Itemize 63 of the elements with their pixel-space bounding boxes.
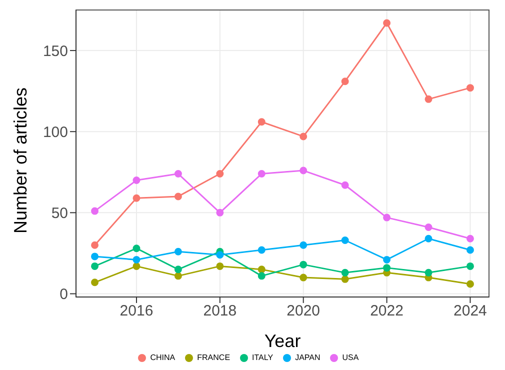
point <box>91 207 99 215</box>
legend-label: USA <box>342 353 359 362</box>
point <box>216 170 224 178</box>
point <box>300 274 308 282</box>
point <box>132 176 140 184</box>
point <box>424 224 432 232</box>
point <box>258 118 266 126</box>
point <box>132 256 140 264</box>
point <box>466 84 474 92</box>
point <box>424 268 432 276</box>
point <box>216 208 224 216</box>
point <box>132 194 140 202</box>
point <box>341 236 349 244</box>
point <box>258 170 266 178</box>
x-axis-title: Year <box>264 331 301 351</box>
point <box>341 275 349 283</box>
x-tick-label: 2024 <box>454 302 487 320</box>
y-tick-label: 150 <box>42 42 68 60</box>
point <box>383 214 391 222</box>
legend-label: CHINA <box>150 353 176 362</box>
point <box>91 262 99 270</box>
x-tick-label: 2020 <box>286 302 320 320</box>
point <box>424 234 432 242</box>
point <box>258 266 266 274</box>
point <box>174 192 182 200</box>
point <box>258 272 266 280</box>
point <box>300 166 308 174</box>
point <box>466 234 474 242</box>
y-tick-label: 100 <box>42 124 68 141</box>
y-tick-label: 50 <box>51 205 68 222</box>
point <box>132 244 140 252</box>
point <box>91 252 99 260</box>
point <box>300 241 308 249</box>
point <box>466 262 474 270</box>
point <box>466 246 474 254</box>
point <box>216 262 224 270</box>
point <box>258 246 266 254</box>
point <box>341 268 349 276</box>
point <box>383 264 391 272</box>
point <box>300 132 308 140</box>
point <box>174 266 182 274</box>
legend-label: ITALY <box>252 353 274 362</box>
x-tick-label: 2018 <box>203 302 237 320</box>
point <box>341 78 349 86</box>
point <box>174 248 182 256</box>
y-tick-label: 0 <box>60 286 68 304</box>
point <box>91 278 99 286</box>
point <box>174 272 182 280</box>
point <box>91 241 99 249</box>
point <box>341 181 349 189</box>
point <box>300 260 308 268</box>
legend-label: JAPAN <box>295 353 320 362</box>
point <box>174 170 182 178</box>
legend-label: FRANCE <box>197 353 230 362</box>
point <box>424 95 432 103</box>
y-axis-title: Number of articles <box>10 87 30 234</box>
point <box>383 256 391 264</box>
x-tick-label: 2016 <box>120 302 154 320</box>
point <box>132 262 140 270</box>
point <box>216 251 224 259</box>
point <box>383 19 391 27</box>
point <box>466 280 474 288</box>
x-tick-label: 2022 <box>370 302 404 320</box>
